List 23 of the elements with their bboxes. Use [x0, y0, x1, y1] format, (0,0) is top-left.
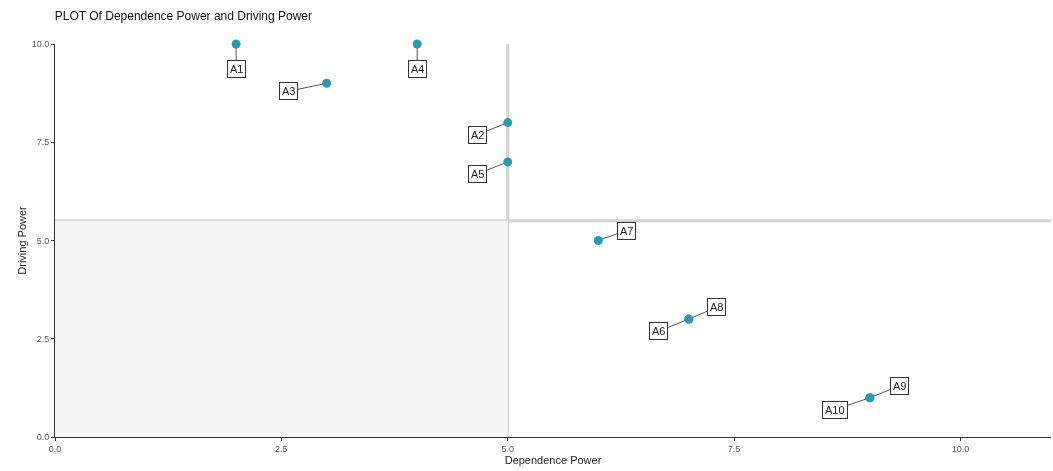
chart-title: PLOT Of Dependence Power and Driving Power	[54, 9, 313, 24]
y-tick-label: 5.0	[36, 235, 50, 246]
annotation: A5	[471, 168, 485, 180]
x-tick-label: 7.5	[727, 443, 741, 454]
annotation: A10	[825, 404, 845, 416]
y-tick-label: 10.0	[31, 39, 50, 50]
y-axis-title: Driving Power	[16, 205, 29, 275]
y-tick-label: 2.5	[36, 333, 50, 344]
y-tick-label: 7.5	[36, 137, 50, 148]
y-tick-label: 0.0	[36, 432, 50, 443]
annotation: A7	[620, 225, 634, 237]
annotation: A1	[230, 63, 244, 75]
annotation: A8	[710, 301, 724, 313]
x-axis-title: Dependence Power	[504, 453, 602, 466]
x-tick-label: 0.0	[48, 443, 62, 454]
annotation: A4	[411, 63, 425, 75]
annotation: A9	[893, 380, 907, 392]
annotation: A6	[652, 325, 666, 337]
annotation: A3	[282, 85, 296, 97]
annotation: A2	[471, 129, 485, 141]
x-tick-label: 5.0	[501, 443, 514, 454]
x-tick-label: 2.5	[275, 443, 288, 454]
x-tick-label: 10.0	[951, 443, 970, 454]
